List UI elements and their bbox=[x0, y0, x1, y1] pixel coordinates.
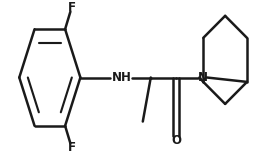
Text: NH: NH bbox=[112, 71, 131, 84]
Text: O: O bbox=[171, 134, 181, 147]
Text: F: F bbox=[68, 1, 76, 14]
Text: F: F bbox=[68, 141, 76, 154]
Text: N: N bbox=[198, 71, 207, 84]
